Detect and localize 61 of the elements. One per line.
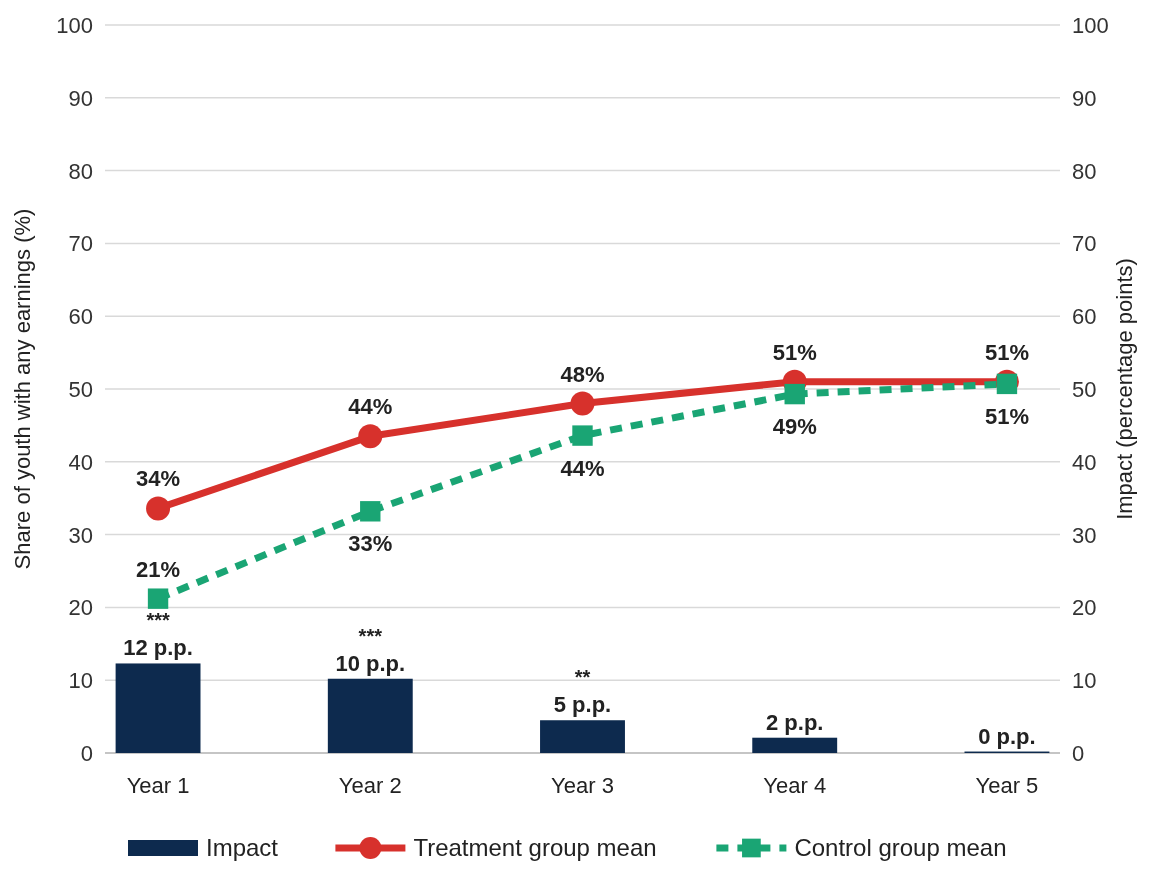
y-tick-label: 70	[68, 231, 93, 257]
bar	[540, 720, 625, 753]
y2-tick-label: 60	[1072, 304, 1097, 330]
y2-tick-label: 90	[1072, 85, 1097, 111]
y-tick-label: 0	[80, 741, 93, 766]
y2-tick-label: 30	[1072, 522, 1097, 548]
y-tick-label: 100	[56, 13, 93, 38]
point	[146, 496, 171, 521]
annotation: ***	[358, 624, 383, 647]
data-label: 49%	[772, 414, 817, 440]
data-label: 12 p.p.	[123, 635, 193, 661]
y2-tick-label: 40	[1072, 449, 1097, 475]
y2-tick-label: 0	[1072, 741, 1085, 766]
x-tick-label: Year 4	[763, 773, 827, 798]
data-label: 0 p.p.	[978, 723, 1036, 749]
y2-tick-label: 20	[1072, 595, 1097, 621]
data-label: 48%	[560, 361, 605, 387]
y-tick-label: 90	[68, 85, 93, 111]
point	[784, 383, 805, 405]
data-label: 44%	[348, 394, 393, 420]
y-tick-label: 40	[68, 449, 93, 475]
data-label: 51%	[984, 339, 1029, 365]
annotation: **	[574, 666, 591, 689]
bar	[327, 678, 413, 753]
y2-tick-label: 70	[1072, 231, 1097, 257]
y-tick-label: 80	[68, 158, 93, 184]
data-label: 2 p.p.	[766, 709, 824, 735]
point	[360, 501, 381, 522]
point	[358, 424, 383, 449]
x-tick-label: Year 5	[975, 773, 1039, 798]
point	[570, 391, 595, 416]
y2-axis-title: Impact (percentage points)	[1112, 258, 1137, 520]
data-label: 34%	[136, 466, 181, 492]
x-tick-label: Year 2	[338, 773, 402, 798]
bar	[752, 737, 838, 753]
data-label: 5 p.p.	[553, 692, 612, 718]
data-label: 10 p.p.	[335, 650, 406, 676]
data-label: 44%	[560, 455, 605, 481]
y-tick-label: 60	[68, 304, 93, 330]
y-tick-label: 30	[68, 522, 93, 548]
y-tick-label: 50	[68, 377, 93, 402]
data-label: 33%	[348, 531, 393, 557]
data-label: 51%	[984, 403, 1029, 429]
bar	[115, 663, 201, 753]
legend-label: Impact	[206, 834, 279, 861]
legend-label: Treatment group mean	[413, 834, 657, 861]
y-axis-title: Share of youth with any earnings (%)	[10, 208, 35, 570]
y-tick-label: 10	[68, 668, 93, 694]
point	[572, 425, 593, 446]
point	[147, 588, 169, 609]
data-label: 51%	[772, 339, 817, 365]
annotation: ***	[146, 609, 170, 632]
legend-label: Control group mean	[794, 834, 1007, 861]
x-tick-label: Year 3	[551, 773, 614, 798]
y2-tick-label: 80	[1072, 158, 1097, 184]
x-tick-label: Year 1	[126, 773, 190, 798]
y-tick-label: 20	[68, 595, 93, 621]
y2-tick-label: 100	[1072, 13, 1109, 38]
y2-tick-label: 50	[1072, 377, 1097, 402]
y2-tick-label: 10	[1072, 668, 1097, 694]
data-label: 21%	[136, 556, 181, 582]
